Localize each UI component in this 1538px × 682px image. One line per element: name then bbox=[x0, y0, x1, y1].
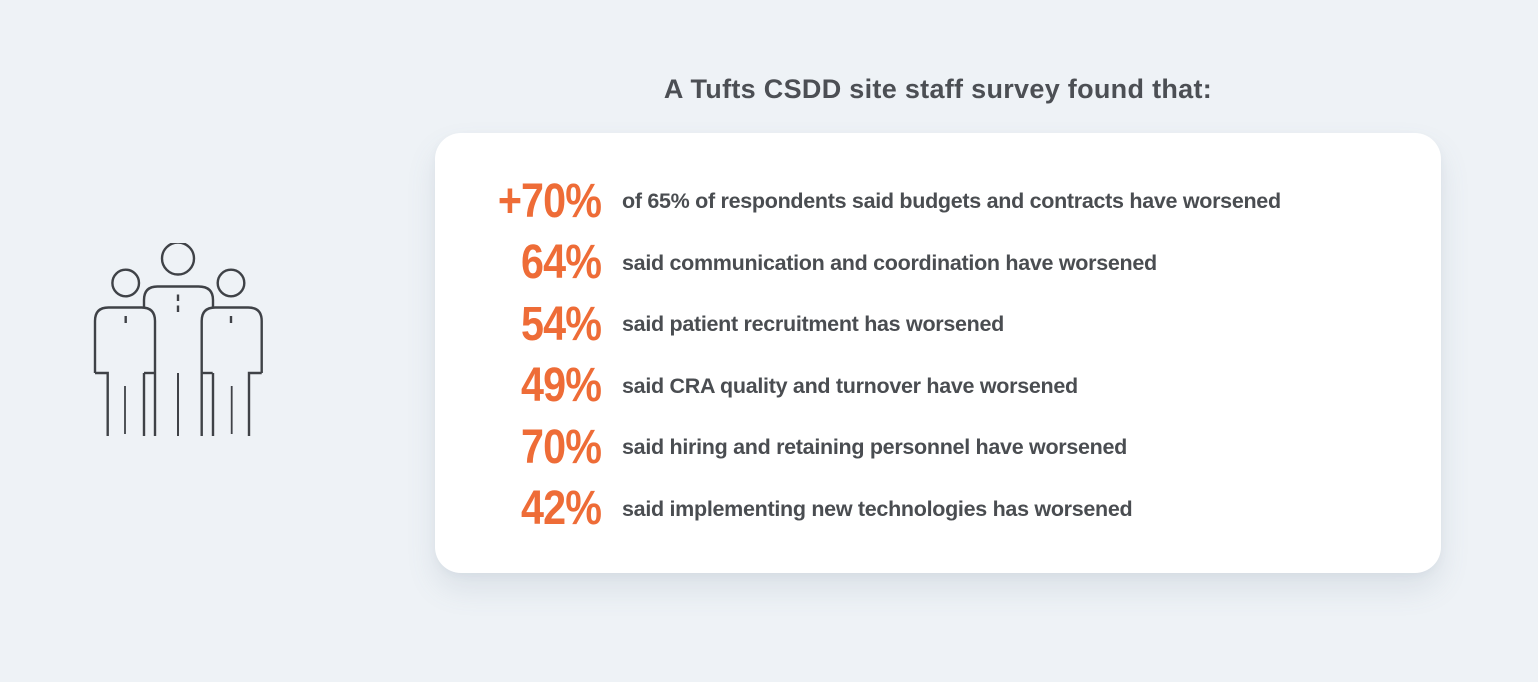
page-title: A Tufts CSDD site staff survey found tha… bbox=[663, 74, 1213, 105]
stat-value: +70% bbox=[497, 174, 602, 228]
stat-value: 54% bbox=[520, 297, 602, 351]
survey-stats-card: +70% of 65% of respondents said budgets … bbox=[435, 133, 1441, 573]
person-center-body bbox=[142, 285, 215, 436]
stat-value: 42% bbox=[520, 482, 602, 536]
person-right-head bbox=[216, 268, 246, 298]
stat-value: 64% bbox=[520, 236, 602, 290]
person-center-head bbox=[160, 243, 196, 276]
stat-row: 64% said communication and coordination … bbox=[435, 233, 1411, 295]
stat-value: 70% bbox=[520, 420, 602, 474]
stat-description: said communication and coordination have… bbox=[622, 250, 1157, 275]
stat-row: +70% of 65% of respondents said budgets … bbox=[435, 171, 1411, 233]
three-people-icon bbox=[88, 243, 266, 441]
stat-description: said patient recruitment has worsened bbox=[622, 312, 1004, 337]
stat-description: said implementing new technologies has w… bbox=[622, 496, 1133, 521]
stat-description: said CRA quality and turnover have worse… bbox=[622, 373, 1078, 398]
stat-row: 49% said CRA quality and turnover have w… bbox=[435, 356, 1411, 418]
stat-row: 54% said patient recruitment has worsene… bbox=[435, 294, 1411, 356]
stat-row: 70% said hiring and retaining personnel … bbox=[435, 417, 1411, 479]
person-right-body bbox=[200, 306, 263, 436]
stat-description: said hiring and retaining personnel have… bbox=[622, 435, 1127, 460]
stat-value: 49% bbox=[520, 359, 602, 413]
stat-description: of 65% of respondents said budgets and c… bbox=[622, 189, 1281, 214]
person-left-body bbox=[93, 306, 157, 436]
stat-row: 42% said implementing new technologies h… bbox=[435, 479, 1411, 541]
person-left-head bbox=[111, 268, 141, 298]
